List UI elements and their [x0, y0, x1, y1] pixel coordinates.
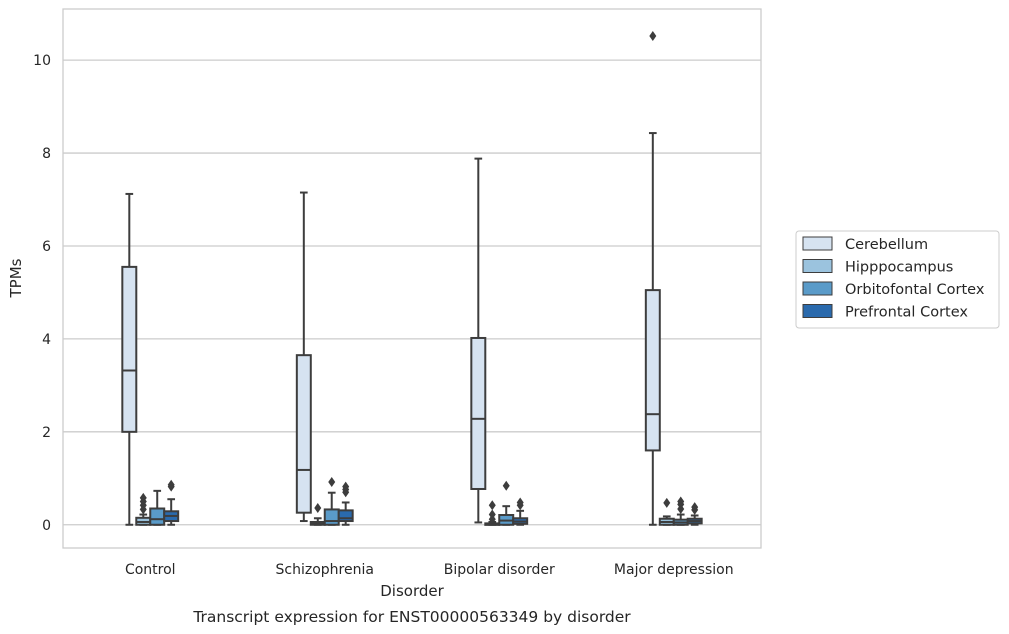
box-3-4	[672, 496, 689, 526]
legend-swatch	[802, 259, 833, 273]
legend-label: Prefrontal Cortex	[845, 305, 968, 321]
box-iqr	[337, 509, 354, 523]
box-3-1	[149, 489, 166, 526]
box-1-1	[121, 192, 138, 526]
box-1-4	[644, 30, 661, 526]
legend-item: Prefrontal Cortex	[802, 304, 968, 321]
outlier-marker	[342, 481, 350, 492]
y-tick-label: 2	[42, 425, 51, 441]
box-iqr	[323, 508, 340, 526]
outlier-marker	[139, 492, 147, 503]
box-iqr	[295, 354, 312, 514]
box-3-2	[323, 477, 340, 526]
legend-item: Cerebellum	[802, 236, 928, 253]
outlier-marker	[167, 479, 175, 490]
legend-swatch	[802, 304, 833, 318]
box-4-2	[337, 481, 354, 526]
outlier-marker	[691, 502, 699, 513]
box-1-3	[470, 157, 487, 524]
legend-label: Orbitofontal Cortex	[845, 282, 985, 298]
outlier-marker	[663, 497, 671, 508]
outlier-marker	[488, 500, 496, 511]
box-1-2	[295, 191, 312, 523]
x-axis-label: Disorder	[380, 582, 444, 600]
legend-item: Hipppocampus	[802, 259, 953, 276]
box-2-2	[309, 503, 326, 526]
outlier-marker	[502, 480, 510, 491]
y-tick-label: 0	[42, 518, 51, 534]
box-iqr	[470, 336, 487, 490]
box-2-3	[484, 500, 501, 526]
box-2-1	[135, 492, 152, 526]
legend-swatch	[802, 281, 833, 296]
box-iqr	[121, 265, 138, 433]
box-2-4	[658, 497, 675, 526]
x-tick-label: Schizophrenia	[276, 562, 374, 578]
plot-area-frame	[62, 8, 762, 549]
grid-lines	[63, 59, 761, 526]
x-tick-label: Major depression	[614, 562, 734, 578]
outlier-marker	[677, 496, 685, 507]
y-tick-label: 8	[42, 146, 51, 162]
box-4-1	[163, 479, 180, 526]
legend-frame	[795, 230, 1000, 329]
y-tick-labels: 0 2 4 6 8 10	[33, 53, 51, 534]
y-tick-label: 10	[33, 53, 51, 69]
y-tick-label: 6	[42, 239, 51, 255]
x-tick-labels: Control Schizophrenia Bipolar disorder Majo…	[125, 562, 734, 578]
legend-label: Hipppocampus	[845, 260, 953, 276]
y-tick-label: 4	[42, 332, 51, 348]
y-axis-label: TPMs	[7, 258, 25, 298]
outlier-marker	[314, 503, 322, 514]
legend-label: Cerebellum	[845, 237, 928, 253]
outlier-marker	[516, 497, 524, 508]
box-iqr	[644, 289, 661, 452]
box-3-3	[498, 480, 515, 526]
x-tick-label: Bipolar disorder	[444, 562, 555, 578]
outlier-marker	[488, 509, 496, 520]
legend-swatch	[802, 236, 833, 251]
box-series	[121, 30, 703, 526]
outlier-marker	[649, 30, 657, 41]
chart-caption: Transcript expression for ENST0000056334…	[192, 608, 631, 626]
legend-item: Orbitofontal Cortex	[802, 281, 985, 298]
outlier-marker	[328, 477, 336, 488]
box-4-4	[686, 502, 703, 526]
box-iqr	[149, 507, 166, 526]
legend: Cerebellum Hipppocampus Orbitofontal Corte…	[795, 230, 1000, 329]
box-4-3	[512, 497, 529, 526]
x-tick-label: Control	[125, 562, 176, 578]
